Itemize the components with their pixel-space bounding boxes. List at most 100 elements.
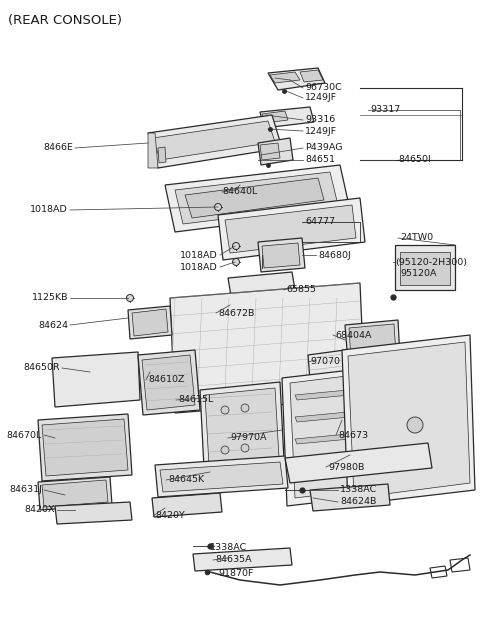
Ellipse shape [221,446,229,454]
Ellipse shape [407,417,423,433]
Text: 84650R: 84650R [24,363,60,372]
Text: 93316: 93316 [305,115,335,124]
Polygon shape [295,409,382,422]
Text: 84672B: 84672B [218,308,254,317]
Ellipse shape [241,404,249,412]
Text: 97980B: 97980B [328,463,364,472]
Polygon shape [160,462,283,492]
Text: 8420X: 8420X [24,506,55,515]
Polygon shape [200,382,285,488]
Polygon shape [165,165,350,232]
Polygon shape [395,245,455,290]
Polygon shape [285,443,432,483]
Text: 1338AC: 1338AC [210,544,247,553]
Polygon shape [148,133,158,168]
Text: 1018AD: 1018AD [180,251,218,260]
Polygon shape [52,352,140,407]
Polygon shape [342,335,475,505]
Polygon shape [55,502,132,524]
Polygon shape [38,414,132,481]
Text: 1338AC: 1338AC [340,485,377,494]
Polygon shape [260,143,280,160]
Ellipse shape [232,258,240,265]
Polygon shape [258,138,293,165]
Text: 65855: 65855 [286,285,316,294]
Polygon shape [258,238,305,272]
Polygon shape [170,283,365,413]
Polygon shape [185,178,324,218]
Polygon shape [152,493,222,517]
Polygon shape [132,309,168,336]
Polygon shape [348,342,470,498]
Text: 1249JF: 1249JF [305,126,337,135]
Polygon shape [400,252,450,285]
Text: 84624B: 84624B [340,497,376,506]
Polygon shape [308,350,348,393]
Text: 84631J: 84631J [9,485,42,494]
Text: 84610Z: 84610Z [148,376,184,385]
Polygon shape [349,324,396,359]
Polygon shape [148,115,282,168]
Text: 84673: 84673 [338,431,368,440]
Text: 68404A: 68404A [335,331,372,340]
Polygon shape [260,107,314,128]
Text: 84640L: 84640L [222,188,257,197]
Text: 91870F: 91870F [218,569,253,578]
Polygon shape [38,477,112,510]
Polygon shape [142,355,195,410]
Text: 93317: 93317 [370,106,400,115]
Text: 1018AD: 1018AD [30,206,68,215]
Text: 24TW0: 24TW0 [400,233,433,242]
Text: 84645K: 84645K [168,476,204,485]
Polygon shape [158,147,166,163]
Text: 84680J: 84680J [318,251,351,260]
Text: 8420Y: 8420Y [155,512,185,520]
Polygon shape [218,198,365,260]
Polygon shape [155,456,288,497]
Polygon shape [42,480,108,507]
Polygon shape [42,419,128,476]
Polygon shape [205,388,280,483]
Polygon shape [310,484,390,511]
Text: 1018AD: 1018AD [180,263,218,272]
Text: (95120-2H300): (95120-2H300) [395,258,467,267]
Polygon shape [270,72,300,83]
Text: 97070: 97070 [310,358,340,367]
Ellipse shape [215,203,221,210]
Polygon shape [262,243,300,268]
Text: 64777: 64777 [305,217,335,226]
Polygon shape [282,362,425,506]
Polygon shape [290,368,417,498]
Text: 84651: 84651 [305,156,335,165]
Polygon shape [175,172,338,224]
Text: 1125KB: 1125KB [32,294,68,303]
Text: 96730C: 96730C [305,83,342,92]
Polygon shape [295,387,382,400]
Ellipse shape [127,294,133,301]
Text: 84615L: 84615L [178,395,213,404]
Ellipse shape [221,406,229,414]
Ellipse shape [232,242,240,249]
Polygon shape [268,68,325,90]
Text: 97970A: 97970A [230,433,266,442]
Text: 84670L: 84670L [7,431,42,440]
Polygon shape [128,306,172,339]
Text: 84650I: 84650I [398,156,431,165]
Polygon shape [300,70,323,82]
Polygon shape [138,350,200,415]
Text: (REAR CONSOLE): (REAR CONSOLE) [8,14,122,27]
Polygon shape [295,431,382,444]
Polygon shape [193,548,292,571]
Text: 84635A: 84635A [215,556,252,565]
Text: 8466E: 8466E [43,144,73,153]
Polygon shape [225,205,356,253]
Polygon shape [345,320,400,362]
Polygon shape [153,121,275,160]
Polygon shape [228,272,295,296]
Text: 84624: 84624 [38,320,68,329]
Text: 1249JF: 1249JF [305,94,337,103]
Ellipse shape [241,444,249,452]
Text: 95120A: 95120A [400,269,436,278]
Text: P439AG: P439AG [305,144,343,153]
Polygon shape [262,111,288,123]
